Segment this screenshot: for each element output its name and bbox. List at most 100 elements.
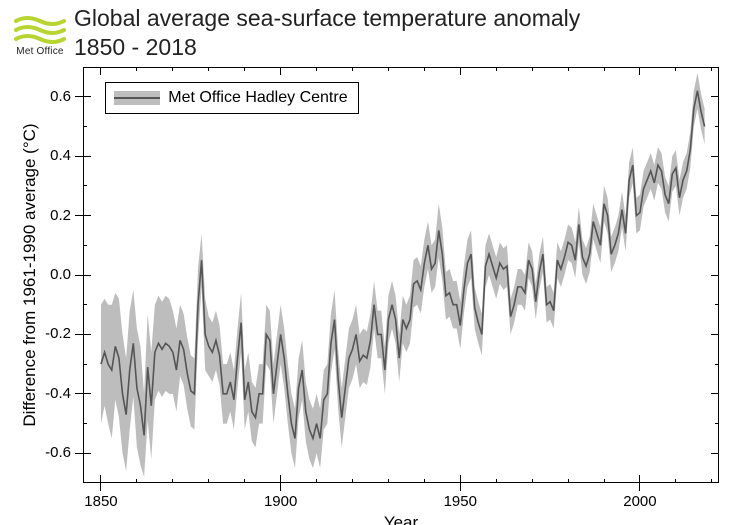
minor-tick [388, 479, 389, 483]
major-tick [280, 475, 281, 483]
tick-label: 1900 [264, 493, 297, 510]
major-tick [711, 96, 719, 97]
chart-title-line2: 1850 - 2018 [74, 33, 580, 62]
legend-label: Met Office Hadley Centre [168, 89, 347, 107]
chart-series [83, 67, 719, 483]
major-tick [639, 67, 640, 75]
minor-tick [532, 67, 533, 71]
minor-tick [83, 364, 87, 365]
major-tick [75, 393, 83, 394]
major-tick [460, 483, 461, 491]
minor-tick [83, 304, 87, 305]
met-office-waves-icon [14, 14, 66, 44]
major-tick [639, 475, 640, 483]
tick-label: -0.6 [45, 444, 71, 461]
major-tick [711, 275, 719, 276]
tick-label: 1850 [84, 493, 117, 510]
major-tick [100, 67, 101, 75]
major-tick [83, 453, 91, 454]
minor-tick [711, 479, 712, 483]
major-tick [280, 483, 281, 491]
tick-label: -0.4 [45, 385, 71, 402]
major-tick [75, 215, 83, 216]
minor-tick [83, 67, 87, 68]
minor-tick [83, 126, 87, 127]
major-tick [100, 483, 101, 491]
tick-label: 0.0 [50, 266, 71, 283]
major-tick [460, 475, 461, 483]
major-tick [711, 215, 719, 216]
tick-label: -0.2 [45, 325, 71, 342]
minor-tick [675, 67, 676, 71]
minor-tick [604, 67, 605, 71]
major-tick [711, 393, 719, 394]
major-tick [280, 67, 281, 75]
major-tick [711, 453, 719, 454]
uncertainty-band [101, 73, 705, 477]
minor-tick [715, 245, 719, 246]
tick-label: 2000 [623, 493, 656, 510]
minor-tick [711, 67, 712, 71]
minor-tick [496, 67, 497, 71]
major-tick [711, 334, 719, 335]
minor-tick [715, 67, 719, 68]
major-tick [711, 156, 719, 157]
major-tick [460, 67, 461, 75]
major-tick [75, 453, 83, 454]
tick-label: 0.6 [50, 88, 71, 105]
major-tick [639, 483, 640, 491]
minor-tick [568, 479, 569, 483]
minor-tick [424, 479, 425, 483]
major-tick [100, 475, 101, 483]
major-tick [83, 96, 91, 97]
minor-tick [568, 67, 569, 71]
minor-tick [604, 479, 605, 483]
major-tick [75, 334, 83, 335]
minor-tick [136, 67, 137, 71]
minor-tick [715, 364, 719, 365]
tick-label: 1950 [444, 493, 477, 510]
y-axis-label: Difference from 1961-1990 average (°C) [20, 67, 40, 483]
minor-tick [675, 479, 676, 483]
major-tick [83, 215, 91, 216]
met-office-logo-text: Met Office [14, 46, 66, 57]
x-axis-label: Year [384, 513, 418, 525]
minor-tick [496, 479, 497, 483]
minor-tick [83, 423, 87, 424]
minor-tick [83, 185, 87, 186]
minor-tick [316, 67, 317, 71]
major-tick [75, 275, 83, 276]
major-tick [83, 334, 91, 335]
minor-tick [715, 126, 719, 127]
major-tick [83, 393, 91, 394]
tick-label: 0.2 [50, 207, 71, 224]
legend-swatch [114, 89, 160, 107]
plot-area: Met Office Hadley Centre [83, 67, 719, 483]
major-tick [75, 156, 83, 157]
chart-legend: Met Office Hadley Centre [105, 82, 358, 114]
minor-tick [172, 67, 173, 71]
minor-tick [715, 423, 719, 424]
minor-tick [532, 479, 533, 483]
minor-tick [83, 245, 87, 246]
met-office-logo: Met Office [14, 14, 66, 57]
minor-tick [244, 67, 245, 71]
minor-tick [172, 479, 173, 483]
minor-tick [715, 304, 719, 305]
minor-tick [136, 479, 137, 483]
minor-tick [352, 479, 353, 483]
chart-title-line1: Global average sea-surface temperature a… [74, 4, 580, 33]
minor-tick [208, 479, 209, 483]
minor-tick [316, 479, 317, 483]
minor-tick [715, 185, 719, 186]
chart-title: Global average sea-surface temperature a… [74, 4, 580, 62]
minor-tick [352, 67, 353, 71]
tick-label: 0.4 [50, 147, 71, 164]
minor-tick [424, 67, 425, 71]
major-tick [83, 156, 91, 157]
minor-tick [388, 67, 389, 71]
chart-root: Met Office Global average sea-surface te… [0, 0, 738, 525]
minor-tick [244, 479, 245, 483]
minor-tick [208, 67, 209, 71]
major-tick [83, 275, 91, 276]
